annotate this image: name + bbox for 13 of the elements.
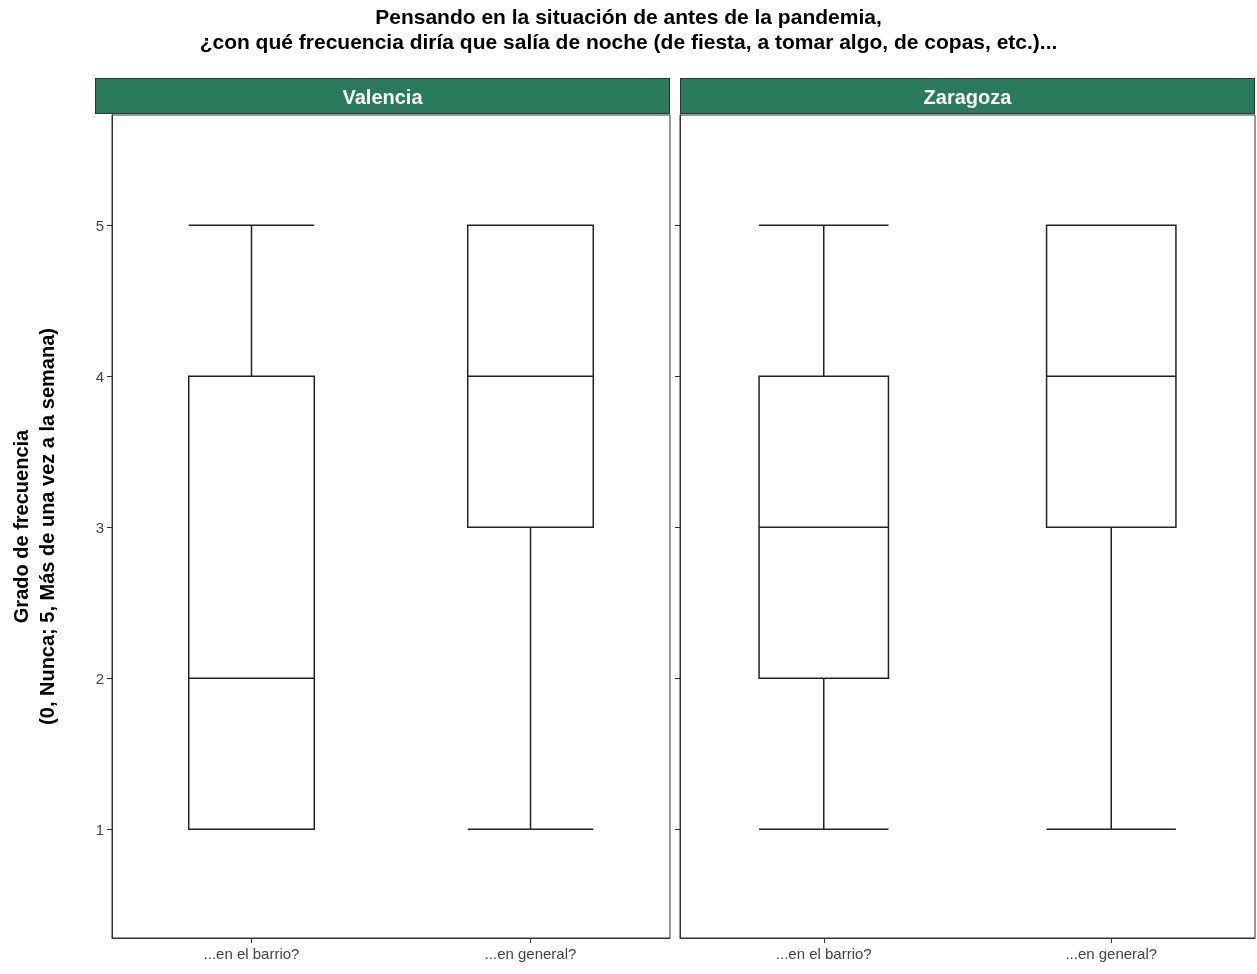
y-tick-label: 3 xyxy=(95,518,104,536)
y-axis-title: Grado de frecuencia (0, Nunca; 5, Más de una vez a la semana) xyxy=(10,328,58,725)
x-tick-label: ...en general? xyxy=(1065,945,1158,962)
chart-subtitle: Valencia xyxy=(95,78,670,114)
y-tick-label: 2 xyxy=(95,669,104,687)
chart-subtitle: Zaragoza xyxy=(680,78,1255,114)
chart-title: Pensando en la situación de antes de la pandemia, ¿con qué frecuencia diría que salía de noche (de fiesta, a tomar algo, de copas, etc.)... xyxy=(198,4,1059,54)
x-tick-label: ...en el barrio? xyxy=(775,945,872,962)
x-tick-label: ...en general? xyxy=(484,945,577,962)
x-tick-label: ...en el barrio? xyxy=(203,945,300,962)
y-tick-label: 4 xyxy=(95,367,104,385)
y-tick-label: 1 xyxy=(95,820,104,838)
y-tick-label: 5 xyxy=(95,216,104,234)
